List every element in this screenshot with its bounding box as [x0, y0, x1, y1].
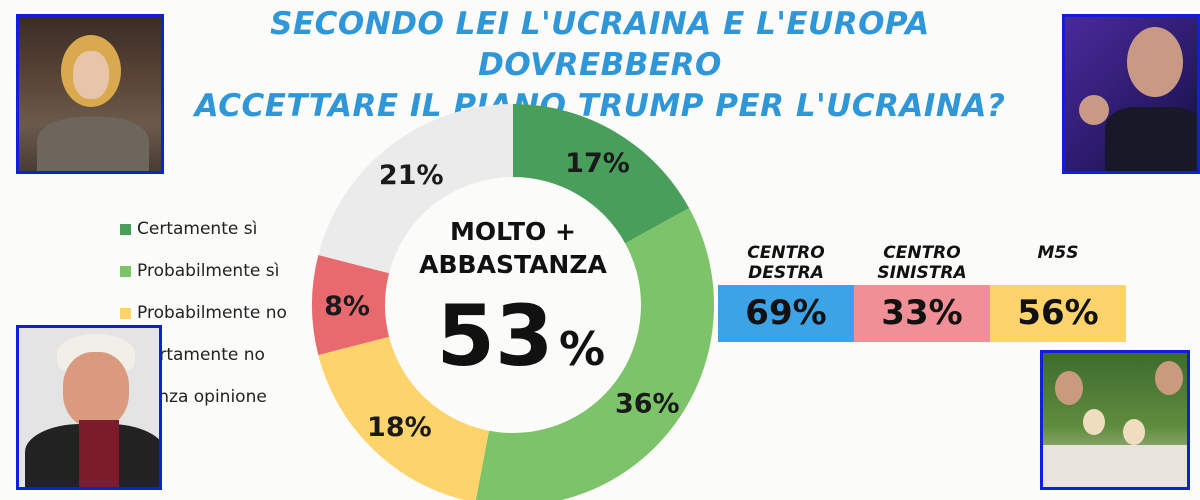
- donut-slice: [475, 208, 714, 500]
- photo-woman-microphone: [1062, 14, 1200, 174]
- donut-slice: [513, 104, 690, 244]
- legend-item: Certamente sì: [120, 208, 287, 250]
- title-line-2: ACCETTARE IL PIANO TRUMP PER L'UCRAINA?: [194, 88, 1006, 124]
- legend-label: Senza opinione: [137, 387, 267, 407]
- legend-item: Probabilmente no: [120, 292, 287, 334]
- bar-label-line: CENTRO: [883, 243, 961, 263]
- bar-label-line: CENTRO: [747, 243, 825, 263]
- breakdown-bars: CENTRO DESTRA 69% CENTRO SINISTRA 33% M5S …: [718, 230, 1126, 342]
- legend-swatch: [120, 223, 131, 235]
- legend-label: Certamente no: [137, 345, 265, 365]
- center-unit: %: [559, 322, 605, 376]
- slice-label: 36%: [615, 389, 680, 420]
- chart-title: SECONDO LEI L'UCRAINA E L'EUROPA DOVREBB…: [160, 4, 1040, 127]
- photo-woman-blonde: [16, 14, 164, 174]
- bar-label: M5S: [990, 230, 1126, 285]
- photo-man-scarf: [16, 325, 162, 490]
- bar-label: CENTRO DESTRA: [718, 230, 854, 285]
- legend-label: Probabilmente sì: [137, 261, 280, 281]
- legend-label: Probabilmente no: [137, 303, 287, 323]
- slice-label: 21%: [379, 160, 444, 191]
- legend-swatch: [120, 307, 131, 319]
- center-line-2: ABBASTANZA: [419, 250, 607, 279]
- bar-label-line: DESTRA: [748, 263, 824, 283]
- donut-slice: [318, 336, 490, 500]
- bar-label-line: M5S: [1037, 243, 1079, 263]
- slice-label: 8%: [324, 291, 370, 322]
- legend-swatch: [120, 265, 131, 277]
- slice-label: 18%: [367, 412, 432, 443]
- bar-label: CENTRO SINISTRA: [854, 230, 990, 285]
- breakdown-bar-m5s: M5S 56%: [990, 230, 1126, 342]
- bar-label-line: SINISTRA: [877, 263, 967, 283]
- donut-slice: [318, 104, 513, 274]
- center-line-1: MOLTO +: [450, 217, 576, 246]
- title-line-1: SECONDO LEI L'UCRAINA E L'EUROPA DOVREBB…: [270, 6, 930, 83]
- legend-label: Certamente sì: [137, 219, 258, 239]
- legend-item: Probabilmente sì: [120, 250, 287, 292]
- bar-value: 69%: [718, 285, 854, 342]
- legend: Certamente sì Probabilmente sì Probabilm…: [120, 208, 287, 418]
- bar-value: 56%: [990, 285, 1126, 342]
- breakdown-bar-centro-destra: CENTRO DESTRA 69%: [718, 230, 854, 342]
- donut-slice: [311, 255, 390, 355]
- center-value: 53: [437, 287, 554, 385]
- breakdown-bar-centro-sinistra: CENTRO SINISTRA 33%: [854, 230, 990, 342]
- bar-value: 33%: [854, 285, 990, 342]
- photo-family: [1040, 350, 1190, 490]
- slice-label: 17%: [565, 148, 630, 179]
